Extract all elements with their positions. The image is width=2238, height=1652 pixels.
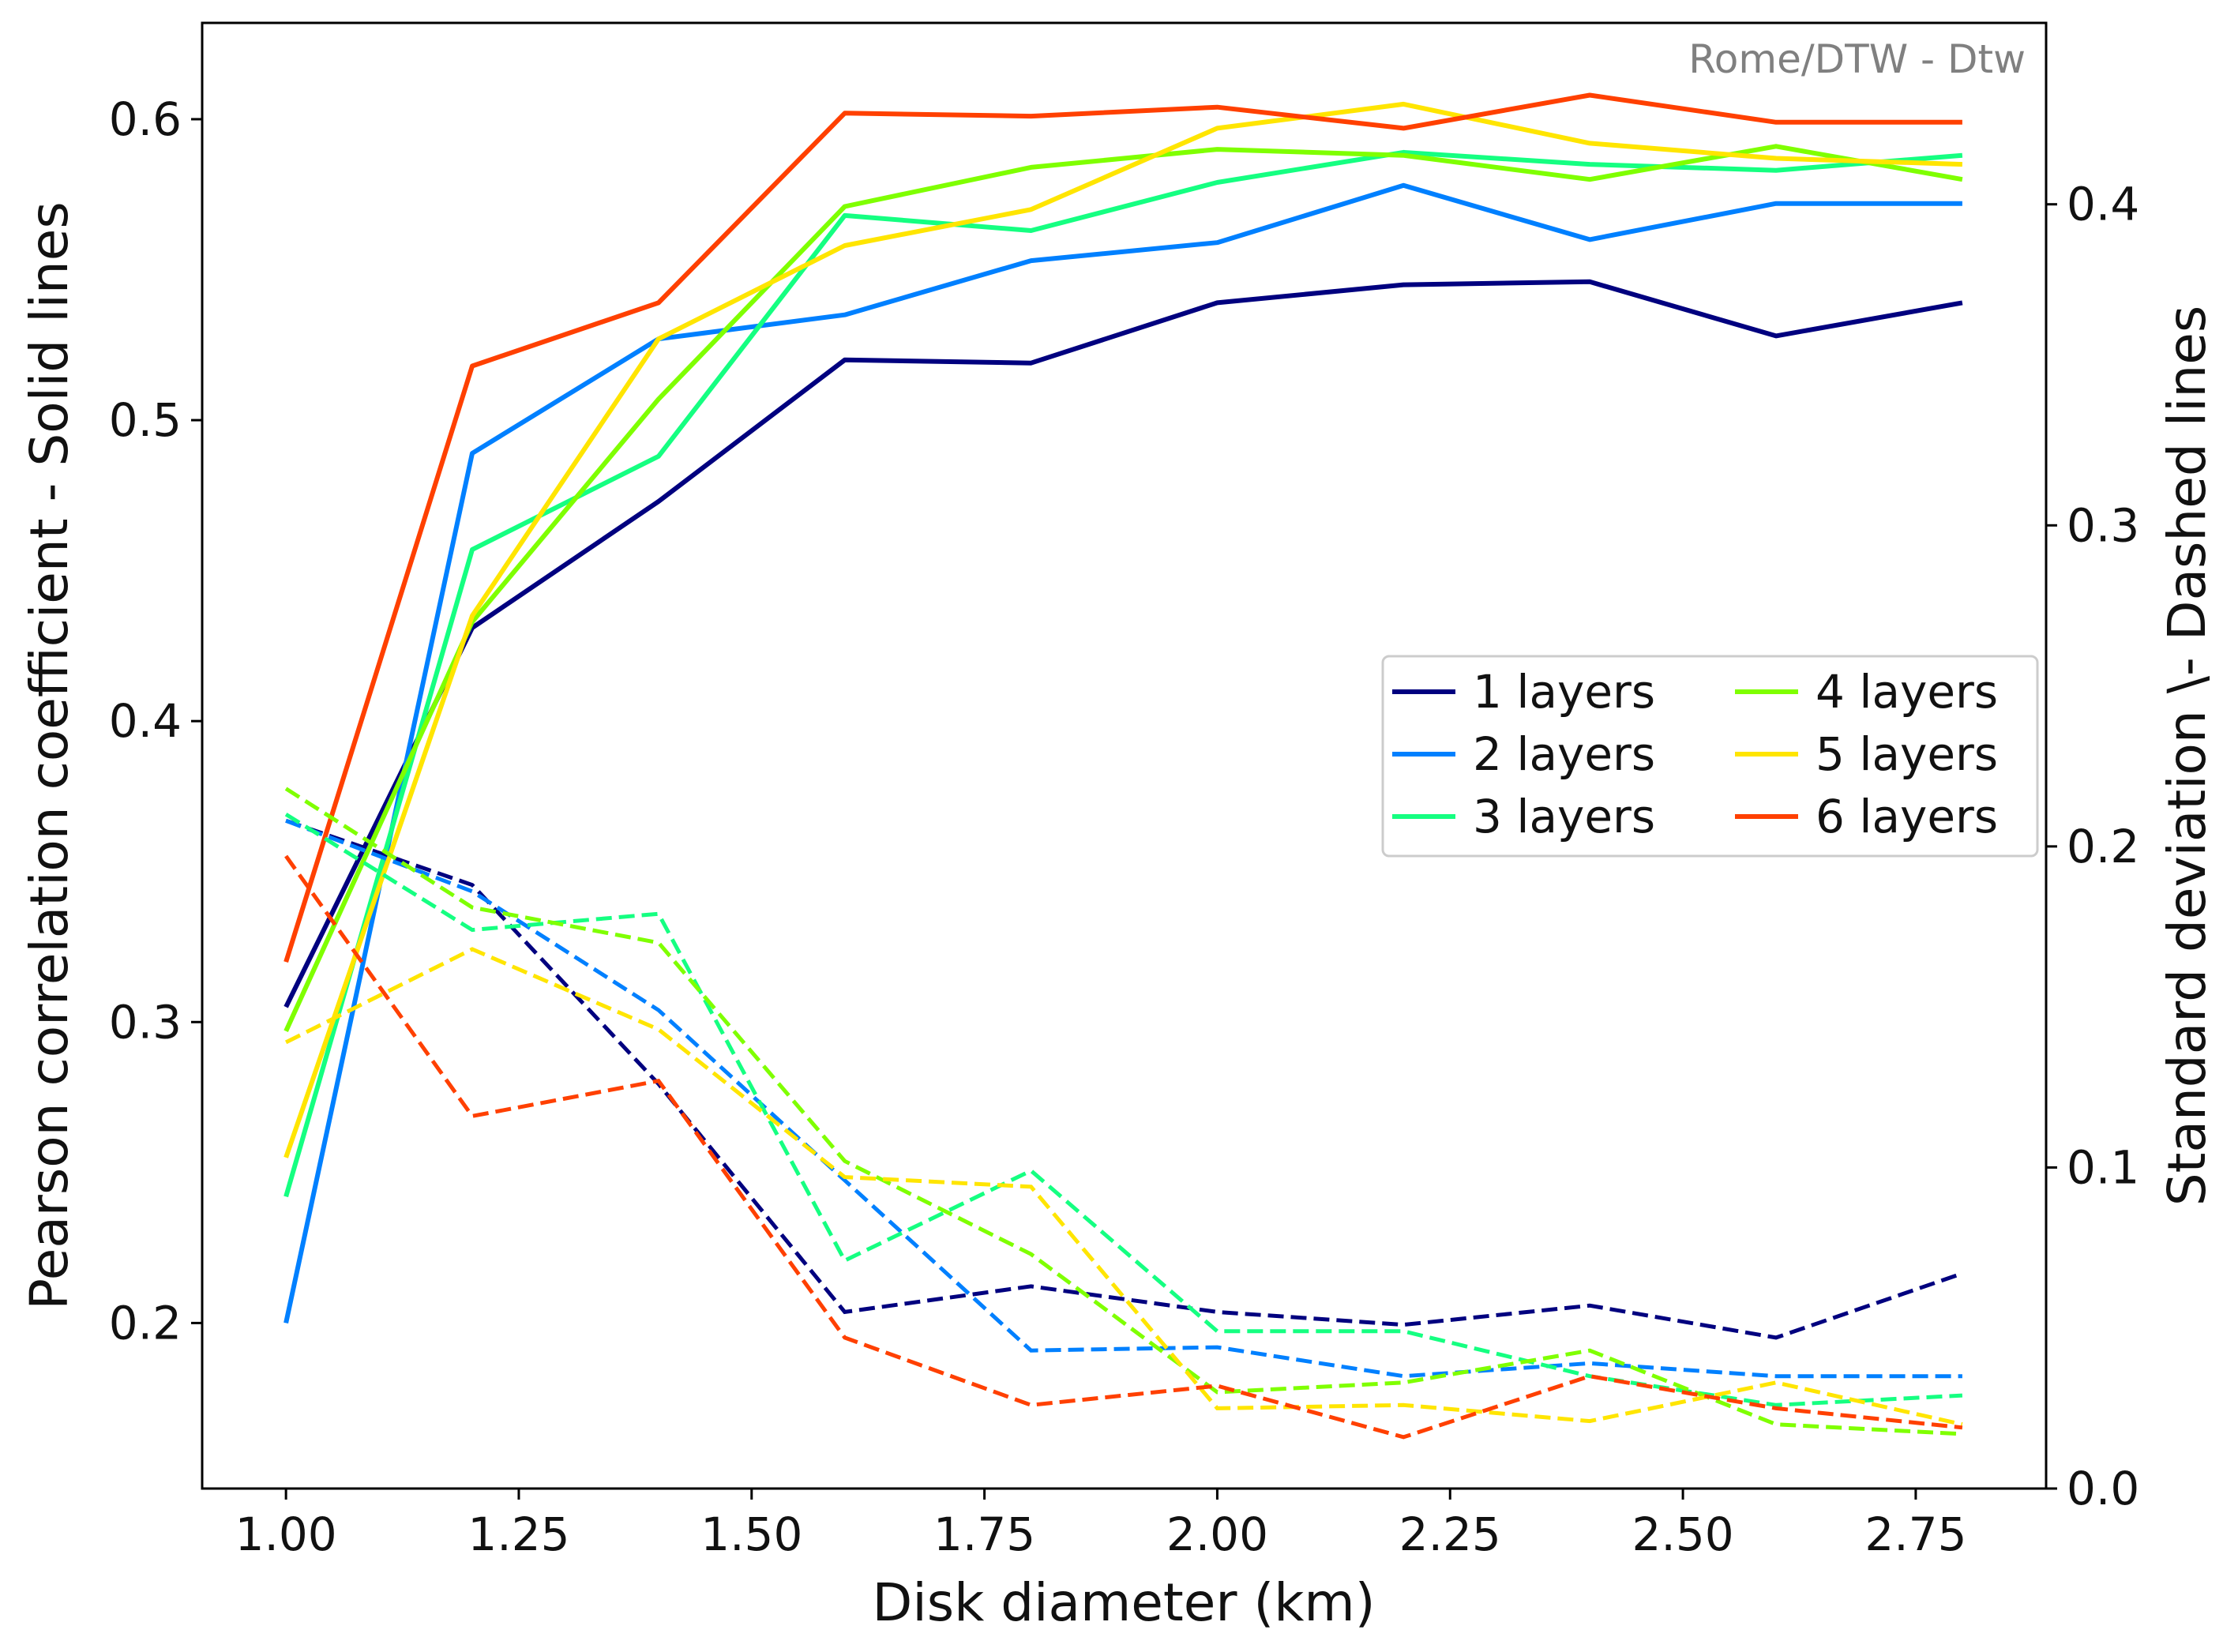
legend-label: 2 layers — [1473, 727, 1655, 781]
legend-frame — [1381, 655, 2039, 858]
y-right-tick-label: 0.3 — [2067, 498, 2139, 552]
pearson-series-group — [284, 92, 1963, 1324]
y-left-tick-label: 0.2 — [109, 1296, 182, 1350]
pearson-line-5-layers — [284, 101, 1962, 1158]
x-tick-label: 2.00 — [1166, 1507, 1268, 1561]
x-axis-label: Disk diameter (km) — [873, 1572, 1376, 1633]
legend: 1 layers 2 layers 3 layers 4 layers 5 layers… — [1381, 655, 2039, 858]
pearson-line-3-layers — [284, 149, 1963, 1198]
y-left-axis-label: Pearson correlation coefficient - Solid … — [19, 201, 80, 1309]
y-left-tick-label: 0.4 — [109, 694, 182, 748]
y-left-axis-ticks: 0.2 0.3 0.4 0.5 0.6 — [109, 92, 202, 1350]
pearson-line-2-layers — [284, 182, 1962, 1324]
x-tick-label: 1.25 — [468, 1507, 569, 1561]
legend-item: 5 layers — [1735, 727, 1998, 781]
y-right-tick-label: 0.1 — [2067, 1140, 2139, 1194]
x-tick-label: 1.50 — [700, 1507, 802, 1561]
legend-label: 6 layers — [1816, 790, 1998, 843]
std-line-1-layers — [285, 818, 1963, 1340]
y-right-axis-label: Standard deviation \- Dashed lines — [2157, 306, 2217, 1206]
y-right-axis-ticks: 0.0 0.1 0.2 0.3 0.4 — [2046, 178, 2139, 1515]
x-tick-label: 1.75 — [933, 1507, 1035, 1561]
legend-item: 6 layers — [1735, 790, 1998, 843]
pearson-line-4-layers — [284, 144, 1963, 1032]
legend-label: 5 layers — [1816, 727, 1998, 781]
y-left-tick-label: 0.3 — [109, 995, 182, 1049]
std-series-group — [284, 787, 1963, 1440]
pearson-line-6-layers — [284, 92, 1962, 963]
x-tick-label: 2.50 — [1632, 1507, 1734, 1561]
y-right-tick-label: 0.4 — [2067, 178, 2139, 231]
x-tick-label: 2.75 — [1864, 1507, 1966, 1561]
legend-label: 1 layers — [1473, 665, 1655, 719]
legend-label: 3 layers — [1473, 790, 1655, 843]
x-tick-label: 1.00 — [235, 1507, 337, 1561]
y-right-tick-label: 0.0 — [2067, 1462, 2139, 1515]
plot-annotation: Rome/DTW - Dtw — [1688, 36, 2026, 82]
std-line-6-layers — [284, 854, 1963, 1440]
legend-item: 4 layers — [1735, 665, 1998, 719]
legend-item: 2 layers — [1392, 727, 1655, 781]
y-left-tick-label: 0.6 — [109, 92, 182, 146]
legend-item: 1 layers — [1392, 665, 1655, 719]
legend-item: 3 layers — [1392, 790, 1655, 843]
x-axis-ticks: 1.00 1.25 1.50 1.75 2.00 2.25 2.50 2.75 — [235, 1489, 1966, 1561]
y-left-tick-label: 0.5 — [109, 393, 182, 447]
x-tick-label: 2.25 — [1399, 1507, 1501, 1561]
y-right-tick-label: 0.2 — [2067, 820, 2139, 873]
plot-frame — [201, 21, 2048, 1490]
std-line-2-layers — [285, 818, 1962, 1379]
std-line-5-layers — [284, 947, 1963, 1427]
pearson-line-1-layers — [284, 279, 1963, 1008]
std-line-4-layers — [284, 787, 1963, 1436]
legend-label: 4 layers — [1816, 665, 1998, 719]
